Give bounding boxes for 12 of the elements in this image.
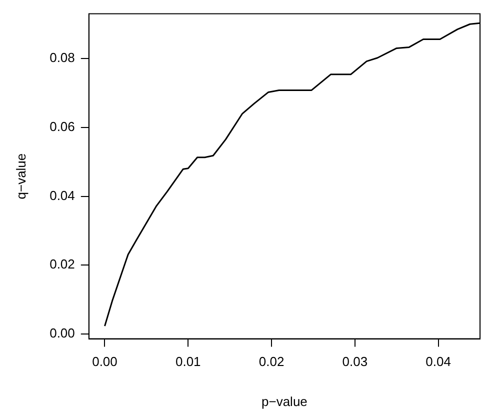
x-tick-label: 0.04 [426, 354, 451, 370]
x-tick-label: 0.03 [342, 354, 368, 370]
x-tick-label: 0.01 [175, 354, 201, 370]
y-tick-label: 0.06 [50, 118, 75, 134]
y-axis-title: q−value [13, 153, 28, 200]
x-tick-label: 0.00 [92, 354, 118, 370]
y-tick-label: 0.08 [50, 50, 75, 66]
x-tick-label: 0.02 [258, 354, 284, 370]
y-tick-label: 0.00 [50, 326, 75, 341]
y-tick-label: 0.02 [50, 256, 75, 272]
x-axis-title: p−value [262, 394, 308, 409]
y-tick-label: 0.04 [50, 188, 75, 203]
